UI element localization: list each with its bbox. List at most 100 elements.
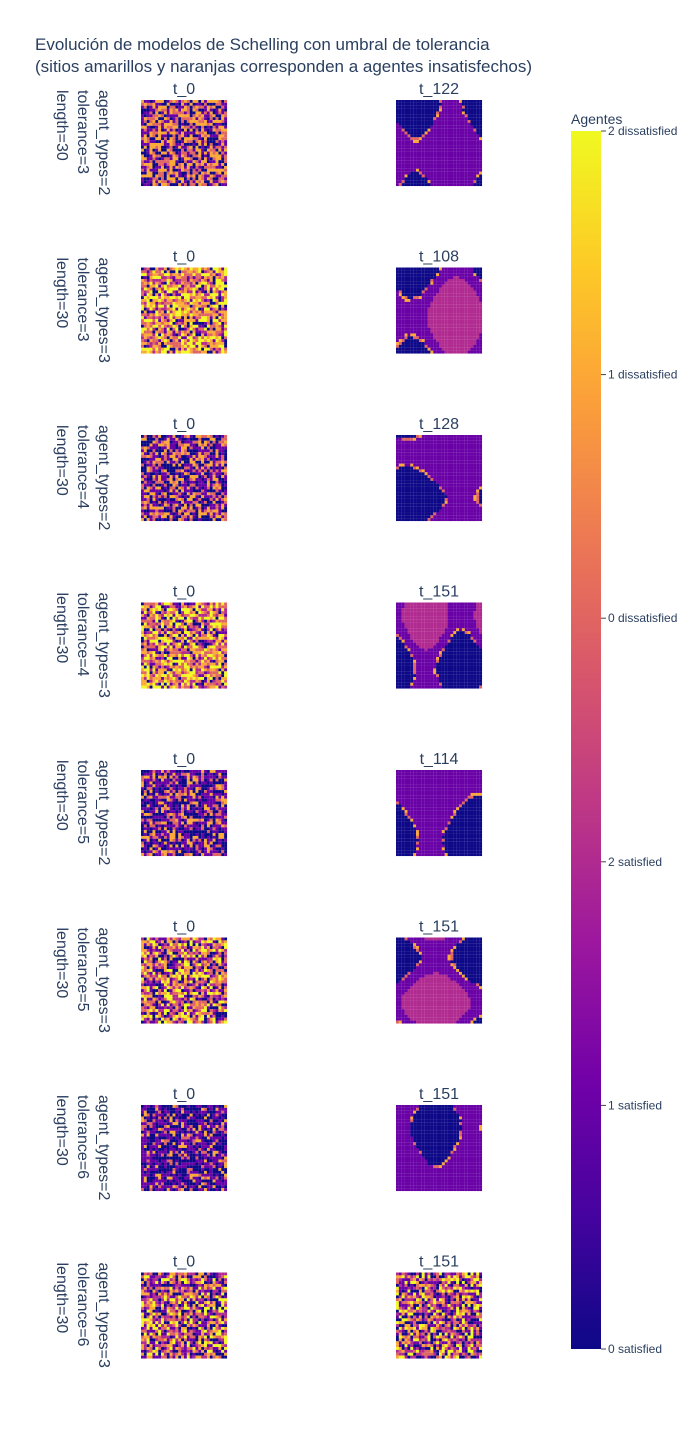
heatmap-cell (178, 486, 182, 490)
heatmap-cell (149, 495, 153, 499)
heatmap-cell (470, 333, 474, 337)
heatmap-cell (410, 457, 414, 461)
heatmap-cell (467, 160, 471, 164)
heatmap-cell (141, 483, 144, 487)
heatmap-cell (169, 273, 173, 277)
heatmap-cell (221, 466, 225, 470)
heatmap-cell (410, 449, 414, 453)
heatmap-cell (396, 472, 399, 476)
heatmap-cell (436, 455, 440, 458)
heatmap-cell (204, 125, 207, 129)
heatmap-cell (427, 114, 431, 118)
heatmap-cell (427, 457, 431, 461)
heatmap-cell (224, 449, 228, 453)
heatmap-cell (401, 475, 405, 479)
heatmap-cell (195, 143, 199, 146)
heatmap-cell (464, 284, 468, 288)
heatmap-cell (441, 105, 445, 109)
heatmap-cell (459, 151, 462, 155)
heatmap-cell (416, 122, 419, 126)
heatmap-cell (152, 171, 156, 175)
heatmap-cell (201, 168, 205, 172)
heatmap-cell (401, 307, 405, 311)
heatmap-cell (175, 327, 179, 331)
heatmap-cell (221, 437, 225, 441)
heatmap-cell (424, 183, 428, 187)
heatmap-cell (441, 157, 445, 161)
heatmap-cell (155, 469, 159, 473)
heatmap-cell (155, 140, 159, 144)
heatmap-cell (146, 492, 150, 496)
heatmap-cell (178, 492, 182, 496)
heatmap-cell (450, 281, 454, 285)
heatmap-cell (181, 347, 185, 351)
heatmap-cell (453, 278, 457, 282)
heatmap-cell (163, 117, 167, 121)
heatmap-cell (149, 168, 153, 172)
heatmap-cell (209, 321, 213, 325)
heatmap-cell (175, 324, 179, 328)
heatmap-cell (146, 455, 150, 458)
heatmap-cell (186, 336, 190, 340)
heatmap-cell (441, 281, 445, 285)
heatmap-cell (215, 469, 219, 473)
heatmap-cell (184, 455, 187, 458)
heatmap-cell (444, 324, 448, 328)
heatmap-cell (212, 460, 216, 464)
heatmap-cell (424, 313, 428, 317)
heatmap-cell (467, 455, 471, 458)
heatmap-cell (143, 316, 147, 320)
heatmap-cell (447, 463, 451, 467)
heatmap-cell (206, 120, 210, 123)
heatmap-cell (149, 143, 153, 146)
heatmap-cell (479, 183, 483, 187)
heatmap-cell (189, 273, 193, 277)
heatmap-cell (172, 446, 176, 450)
heatmap-cell (396, 281, 399, 285)
heatmap-cell (192, 108, 196, 112)
heatmap-cell (436, 165, 440, 169)
heatmap-cell (212, 452, 216, 456)
heatmap-cell (175, 463, 179, 467)
heatmap-cell (398, 165, 402, 169)
heatmap-cell (444, 475, 448, 479)
heatmap-cell (206, 301, 210, 305)
heatmap-cell (204, 140, 207, 144)
heatmap-cell (404, 478, 408, 481)
heatmap-cell (158, 344, 162, 348)
heatmap-cell (186, 489, 190, 493)
heatmap-cell (398, 154, 402, 158)
heatmap-cell (178, 108, 182, 112)
heatmap-cell (433, 293, 437, 297)
heatmap-cell (218, 122, 222, 126)
heatmap-cell (470, 284, 474, 288)
heatmap-cell (161, 108, 164, 112)
heatmap-cell (413, 148, 417, 152)
heatmap-cell (418, 463, 422, 467)
heatmap-cell (172, 480, 176, 484)
heatmap-cell (473, 287, 477, 291)
heatmap-cell (221, 475, 225, 479)
heatmap-cell (178, 478, 182, 481)
heatmap-cell (456, 122, 460, 126)
heatmap-cell (459, 350, 462, 354)
heatmap-cell (212, 154, 216, 158)
heatmap-cell (172, 145, 176, 149)
heatmap-cell (195, 509, 199, 513)
heatmap-cell (467, 460, 471, 464)
heatmap-cell (398, 160, 402, 164)
heatmap-cell (152, 342, 156, 345)
heatmap-cell (163, 452, 167, 456)
heatmap-cell (149, 498, 153, 501)
heatmap-cell (152, 443, 156, 447)
heatmap-cell (421, 125, 425, 129)
heatmap-cell (198, 145, 202, 149)
heatmap-cell (195, 134, 199, 138)
heatmap-cell (161, 134, 164, 138)
heatmap-cell (461, 177, 465, 181)
heatmap-cell (172, 287, 176, 291)
heatmap-cell (404, 128, 408, 132)
heatmap-cell (155, 457, 159, 461)
heatmap-cell (169, 518, 173, 522)
